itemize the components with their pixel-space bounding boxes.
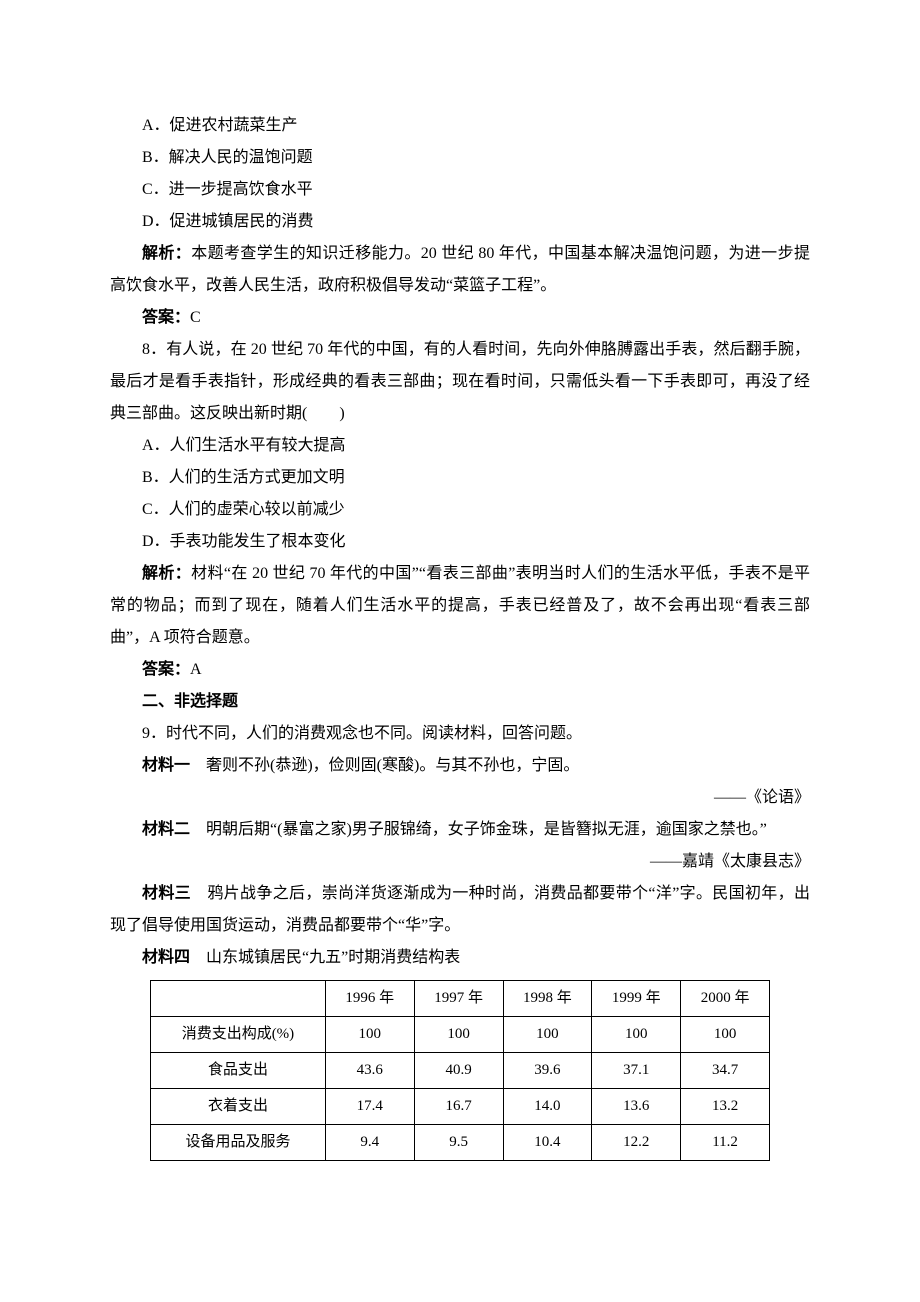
q8-analysis-text: 材料“在 20 世纪 70 年代的中国”“看表三部曲”表明当时人们的生活水平低，… — [110, 565, 810, 646]
q8-answer-text: A — [190, 661, 202, 678]
table-row: 消费支出构成(%) 100 100 100 100 100 — [151, 1017, 770, 1053]
material-1-text: 奢则不孙(恭逊)，俭则固(寒酸)。与其不孙也，宁固。 — [190, 757, 579, 774]
table-header-cell — [151, 981, 326, 1017]
table-cell: 37.1 — [592, 1053, 681, 1089]
material-1-source: ——《论语》 — [110, 782, 810, 814]
table-cell: 17.4 — [325, 1089, 414, 1125]
table-cell: 9.4 — [325, 1125, 414, 1161]
q9-stem: 9．时代不同，人们的消费观念也不同。阅读材料，回答问题。 — [110, 718, 810, 750]
q8-option-d: D．手表功能发生了根本变化 — [110, 526, 810, 558]
material-1: 材料一 奢则不孙(恭逊)，俭则固(寒酸)。与其不孙也，宁固。 — [110, 750, 810, 782]
table-cell: 100 — [592, 1017, 681, 1053]
table-cell: 11.2 — [681, 1125, 770, 1161]
consumption-table: 1996 年 1997 年 1998 年 1999 年 2000 年 消费支出构… — [150, 980, 770, 1161]
q7-analysis-text: 本题考查学生的知识迁移能力。20 世纪 80 年代，中国基本解决温饱问题，为进一… — [110, 245, 810, 294]
material-2-text: 明朝后期“(暴富之家)男子服锦绮，女子饰金珠，是皆簪拟无涯，逾国家之禁也。” — [190, 821, 767, 838]
material-2-source: ——嘉靖《太康县志》 — [110, 846, 810, 878]
q7-option-a: A．促进农村蔬菜生产 — [110, 110, 810, 142]
section-2-heading: 二、非选择题 — [110, 686, 810, 718]
q8-option-a: A．人们生活水平有较大提高 — [110, 430, 810, 462]
q8-analysis-label: 解析： — [142, 565, 191, 582]
table-cell: 10.4 — [503, 1125, 592, 1161]
table-header-row: 1996 年 1997 年 1998 年 1999 年 2000 年 — [151, 981, 770, 1017]
table-header-cell: 1998 年 — [503, 981, 592, 1017]
table-cell: 100 — [325, 1017, 414, 1053]
q7-answer: 答案：C — [110, 302, 810, 334]
q7-analysis-label: 解析： — [142, 245, 191, 262]
table-header-cell: 1997 年 — [414, 981, 503, 1017]
q7-option-d: D．促进城镇居民的消费 — [110, 206, 810, 238]
table-cell: 100 — [414, 1017, 503, 1053]
q7-answer-text: C — [190, 309, 201, 326]
table-header-cell: 1999 年 — [592, 981, 681, 1017]
material-4-text: 山东城镇居民“九五”时期消费结构表 — [190, 949, 460, 966]
material-2-label: 材料二 — [142, 821, 190, 838]
q7-option-c: C．进一步提高饮食水平 — [110, 174, 810, 206]
material-3-label: 材料三 — [142, 885, 191, 902]
material-1-label: 材料一 — [142, 757, 190, 774]
table-header-cell: 2000 年 — [681, 981, 770, 1017]
q7-option-b: B．解决人民的温饱问题 — [110, 142, 810, 174]
table-cell: 衣着支出 — [151, 1089, 326, 1125]
table-cell: 9.5 — [414, 1125, 503, 1161]
material-3-text: 鸦片战争之后，崇尚洋货逐渐成为一种时尚，消费品都要带个“洋”字。民国初年，出现了… — [110, 885, 810, 934]
table-row: 设备用品及服务 9.4 9.5 10.4 12.2 11.2 — [151, 1125, 770, 1161]
q8-answer-label: 答案： — [142, 661, 190, 678]
q8-answer: 答案：A — [110, 654, 810, 686]
table-cell: 12.2 — [592, 1125, 681, 1161]
table-row: 衣着支出 17.4 16.7 14.0 13.6 13.2 — [151, 1089, 770, 1125]
table-cell: 100 — [681, 1017, 770, 1053]
table-header-cell: 1996 年 — [325, 981, 414, 1017]
material-3: 材料三 鸦片战争之后，崇尚洋货逐渐成为一种时尚，消费品都要带个“洋”字。民国初年… — [110, 878, 810, 942]
material-4: 材料四 山东城镇居民“九五”时期消费结构表 — [110, 942, 810, 974]
table-cell: 消费支出构成(%) — [151, 1017, 326, 1053]
q8-stem: 8．有人说，在 20 世纪 70 年代的中国，有的人看时间，先向外伸胳膊露出手表… — [110, 334, 810, 430]
material-4-label: 材料四 — [142, 949, 190, 966]
q8-analysis: 解析：材料“在 20 世纪 70 年代的中国”“看表三部曲”表明当时人们的生活水… — [110, 558, 810, 654]
material-2: 材料二 明朝后期“(暴富之家)男子服锦绮，女子饰金珠，是皆簪拟无涯，逾国家之禁也… — [110, 814, 810, 846]
table-cell: 40.9 — [414, 1053, 503, 1089]
table-row: 食品支出 43.6 40.9 39.6 37.1 34.7 — [151, 1053, 770, 1089]
q7-answer-label: 答案： — [142, 309, 190, 326]
table-cell: 13.2 — [681, 1089, 770, 1125]
table-cell: 34.7 — [681, 1053, 770, 1089]
table-cell: 43.6 — [325, 1053, 414, 1089]
table-cell: 100 — [503, 1017, 592, 1053]
table-cell: 39.6 — [503, 1053, 592, 1089]
table-cell: 食品支出 — [151, 1053, 326, 1089]
q7-analysis: 解析：本题考查学生的知识迁移能力。20 世纪 80 年代，中国基本解决温饱问题，… — [110, 238, 810, 302]
table-cell: 设备用品及服务 — [151, 1125, 326, 1161]
table-cell: 16.7 — [414, 1089, 503, 1125]
q8-option-b: B．人们的生活方式更加文明 — [110, 462, 810, 494]
table-cell: 13.6 — [592, 1089, 681, 1125]
q8-option-c: C．人们的虚荣心较以前减少 — [110, 494, 810, 526]
table-cell: 14.0 — [503, 1089, 592, 1125]
